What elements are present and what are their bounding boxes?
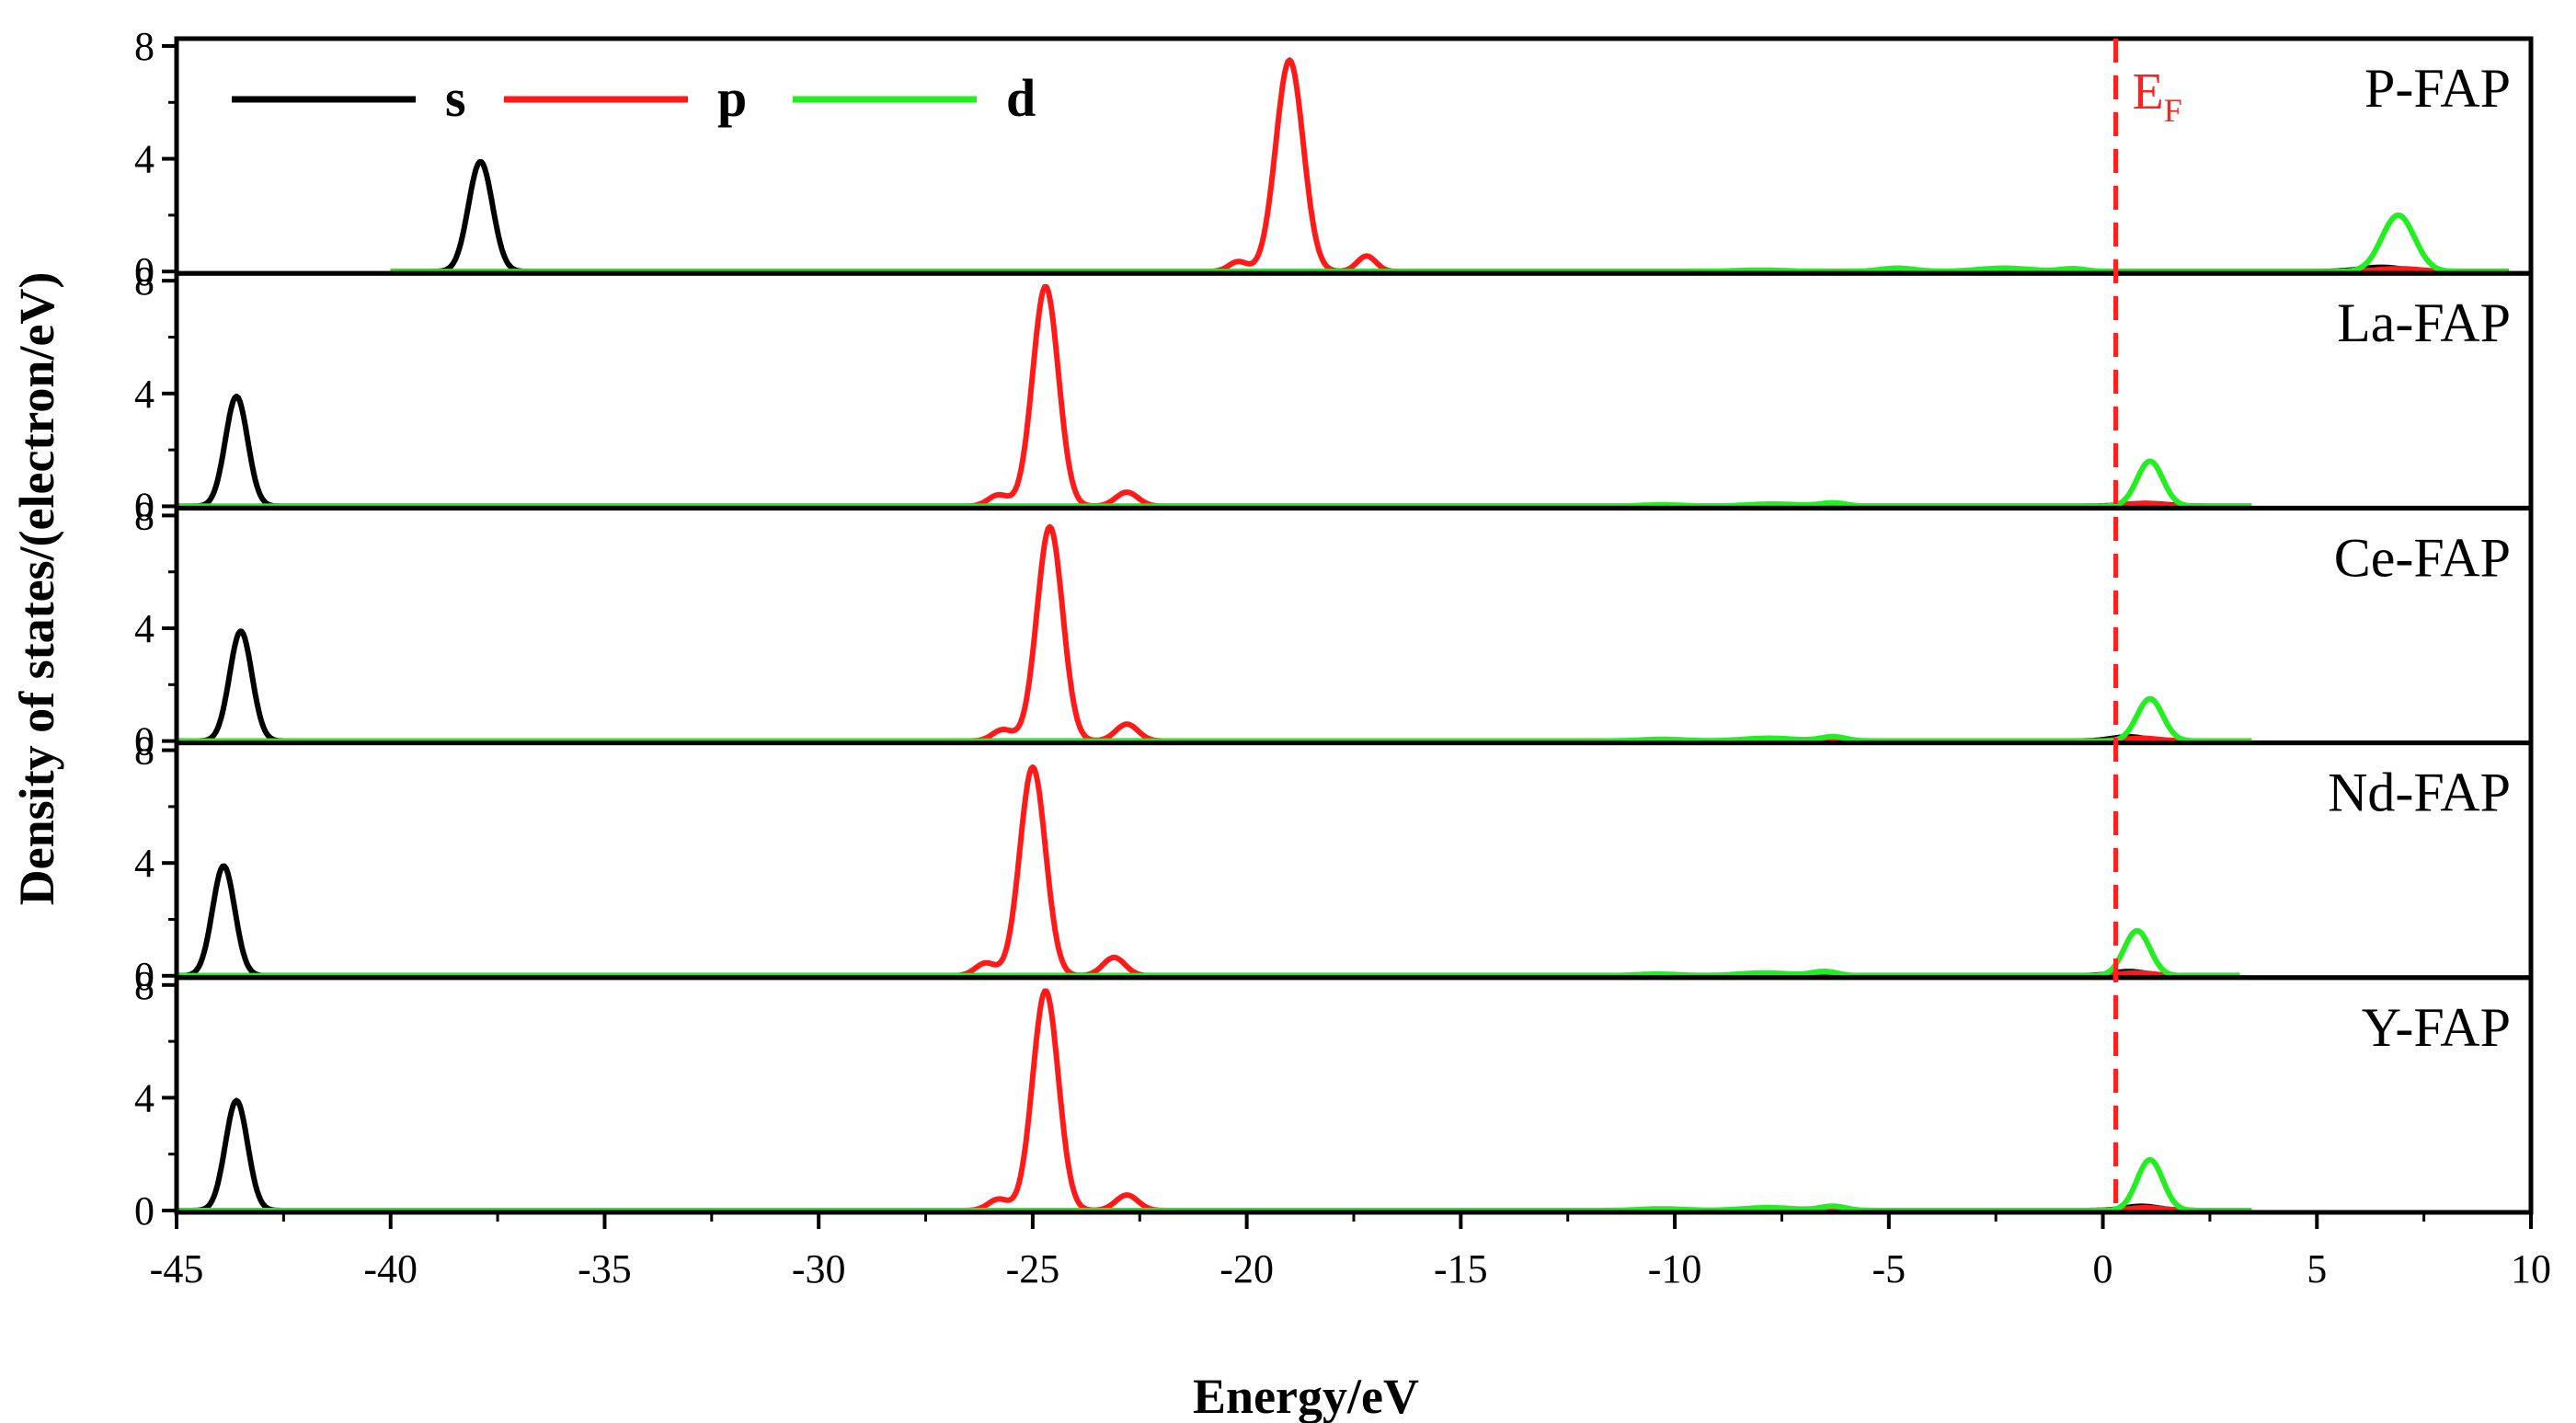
series-d-line [175, 927, 2241, 979]
plot-panels: 0 4 8 P-FAP 0 4 8 La-FAP 0 4 8 Ce-FAP 0 4 8 Nd-FAP 0 4 8 Y-… [134, 24, 2534, 1234]
panel-label: Nd-FAP [2328, 763, 2511, 823]
y-tick-label: 8 [134, 729, 155, 774]
x-tick-label: -10 [1648, 1246, 1702, 1291]
series-p-line [175, 764, 2241, 979]
series-d-line [389, 212, 2510, 275]
fermi-label-sub: F [2164, 92, 2182, 129]
panel-y-fap: 0 4 8 Y-FAP [134, 963, 2534, 1234]
x-tick-label: -25 [1006, 1246, 1060, 1291]
series-d-line [175, 695, 2253, 744]
x-tick-label: -45 [150, 1246, 204, 1291]
panel-la-fap: 0 4 8 La-FAP [134, 258, 2534, 529]
y-tick-label: 4 [134, 841, 155, 886]
y-tick-label: 0 [134, 484, 155, 529]
y-tick-label: 0 [134, 954, 155, 999]
fermi-level-label: EF [2133, 63, 2182, 129]
panel-ce-fap: 0 4 8 Ce-FAP [134, 493, 2534, 764]
x-axis: -45 -40 -35 -30 -25 -20 -15 -10 -5 0 5 10 [150, 1212, 2551, 1291]
panel-frame [174, 505, 2534, 746]
y-tick-label: 4 [134, 137, 155, 182]
y-tick-label: 8 [134, 493, 155, 538]
series-p-line [175, 523, 2253, 744]
x-tick-label: -15 [1434, 1246, 1488, 1291]
series-s-line [175, 1097, 2253, 1213]
y-tick-label: 8 [134, 24, 155, 69]
fermi-level-group: EF [2113, 39, 2182, 1212]
panel-label: P-FAP [2364, 58, 2511, 119]
x-tick-label: 5 [2307, 1246, 2327, 1291]
y-tick-label: 4 [134, 372, 155, 417]
panel-label: La-FAP [2337, 293, 2511, 353]
fermi-label-main: E [2133, 63, 2164, 120]
legend-s-label: s [445, 68, 466, 128]
y-tick-label: 4 [134, 606, 155, 651]
series-s-line [175, 393, 2253, 510]
y-tick-label: 0 [134, 719, 155, 764]
x-axis-title: Energy/eV [1193, 1369, 1419, 1423]
panel-frame [174, 270, 2534, 511]
series-s-line [175, 628, 2253, 744]
series-d-line [175, 458, 2253, 510]
y-tick-label: 4 [134, 1075, 155, 1120]
panel-p-fap: 0 4 8 P-FAP [134, 24, 2534, 294]
legend-d-label: d [1006, 68, 1036, 128]
panel-nd-fap: 0 4 8 Nd-FAP [134, 729, 2534, 999]
y-tick-label: 8 [134, 258, 155, 304]
series-s-line [389, 159, 2510, 275]
legend-p-label: p [717, 68, 747, 128]
panel-frame [174, 36, 2534, 276]
panel-frame [174, 975, 2534, 1215]
series-d-line [175, 1157, 2253, 1213]
panel-label: Y-FAP [2362, 997, 2511, 1058]
y-tick-label: 0 [134, 249, 155, 294]
panel-frame [174, 740, 2534, 981]
x-tick-label: -30 [792, 1246, 846, 1291]
y-tick-label: 0 [134, 1188, 155, 1234]
series-p-line [389, 57, 2510, 275]
x-tick-label: -5 [1872, 1246, 1906, 1291]
x-tick-label: 10 [2511, 1246, 2551, 1291]
y-axis-title: Density of states/(electron/eV) [9, 272, 64, 906]
x-tick-label: -35 [578, 1246, 632, 1291]
y-tick-label: 8 [134, 963, 155, 1008]
series-p-line [175, 988, 2253, 1213]
panel-label: Ce-FAP [2334, 527, 2511, 588]
x-tick-label: -40 [363, 1246, 418, 1291]
series-p-line [175, 283, 2253, 510]
x-tick-label: -20 [1219, 1246, 1274, 1291]
x-tick-label: 0 [2093, 1246, 2113, 1291]
series-s-line [175, 863, 2241, 979]
